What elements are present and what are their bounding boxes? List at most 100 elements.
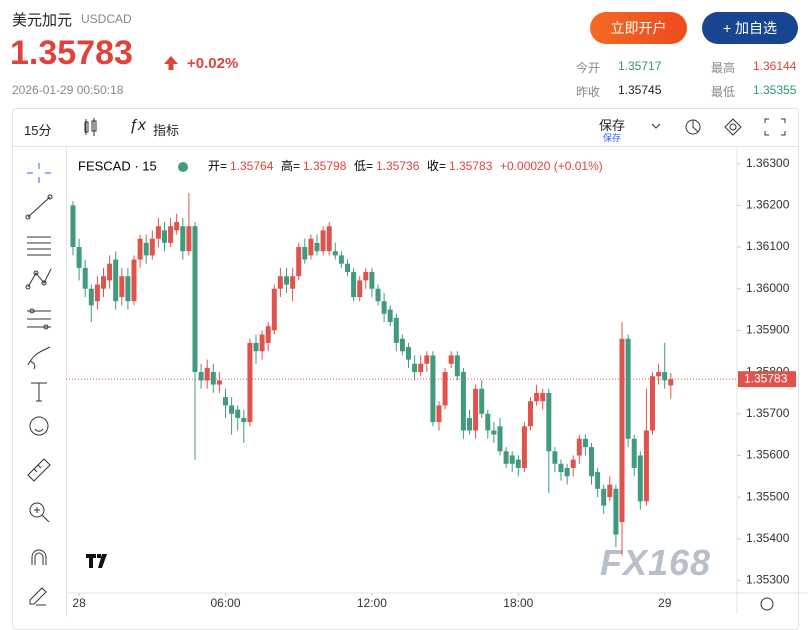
body: [430, 355, 436, 423]
x-tick-label: 18:00: [503, 596, 533, 610]
body: [625, 338, 631, 439]
body: [436, 405, 442, 423]
body: [290, 276, 296, 289]
body: [76, 247, 82, 268]
candle-icon[interactable]: [80, 116, 100, 138]
body: [393, 317, 399, 343]
indicators[interactable]: 指标: [153, 123, 180, 138]
open-account-button[interactable]: 立即开户: [590, 12, 687, 44]
body: [570, 459, 576, 468]
body: [314, 242, 320, 252]
body: [223, 397, 228, 406]
quote-value: 1.35745: [618, 83, 662, 97]
price-tag: [738, 371, 796, 388]
toolbar-divider: [13, 146, 798, 147]
body: [369, 272, 375, 289]
body: [637, 455, 643, 502]
body: [357, 280, 363, 298]
body: [564, 467, 570, 477]
body: [515, 459, 521, 468]
body: [101, 276, 106, 289]
body: [204, 367, 210, 381]
body: [528, 401, 533, 427]
legend-label: 低=: [354, 159, 373, 173]
body: [265, 326, 271, 343]
body: [125, 276, 131, 302]
body: [210, 372, 216, 385]
x-tick-label: 06:00: [210, 596, 240, 610]
body: [375, 288, 381, 302]
body: [284, 276, 289, 285]
body: [180, 226, 186, 252]
body: [229, 405, 235, 414]
code: USDCAD: [81, 12, 132, 26]
body: [540, 392, 546, 402]
body: [485, 413, 491, 431]
body: [521, 426, 527, 468]
body: [143, 242, 149, 256]
fx-icon[interactable]: ƒx: [129, 117, 146, 134]
y-tick-label: 1.35500: [746, 489, 790, 503]
body: [271, 288, 277, 331]
quote-label: 最低: [711, 85, 736, 99]
body: [619, 338, 625, 523]
status-dot: [178, 162, 188, 172]
y-tick-label: 1.36300: [746, 156, 790, 170]
body: [534, 392, 540, 402]
body: [137, 238, 143, 260]
legend-label: 收=: [427, 159, 446, 173]
body: [113, 259, 119, 302]
interval[interactable]: 15分: [24, 123, 52, 138]
tv-logo: [86, 554, 107, 568]
quote-value: 1.36144: [753, 59, 797, 73]
y-tick-label: 1.36100: [746, 239, 790, 253]
body: [332, 251, 338, 256]
body: [650, 376, 655, 431]
body: [613, 488, 619, 535]
body: [491, 430, 497, 435]
legend-symbol: FESCAD · 15: [78, 158, 157, 173]
body: [277, 276, 283, 289]
body: [454, 355, 460, 377]
x-tick-label: 12:00: [357, 596, 387, 610]
add-watch-button[interactable]: + 加自选: [702, 12, 798, 44]
body: [149, 238, 155, 256]
body: [589, 447, 594, 477]
body: [216, 380, 222, 385]
quote-label: 昨收: [576, 85, 601, 99]
body: [497, 426, 503, 452]
quote-value: 1.35717: [618, 59, 662, 73]
time: 2026-01-29 00:50:18: [12, 83, 124, 97]
page: 美元加元 USDCAD 1.35783 +0.02% 2026-01-29 00…: [10, 12, 808, 630]
settings-icon[interactable]: [760, 597, 774, 611]
sidebar-divider: [66, 147, 67, 617]
body: [473, 388, 479, 431]
body: [595, 472, 601, 489]
y-tick-label: 1.35700: [746, 406, 790, 420]
body: [155, 226, 161, 239]
y-tick-label: 1.35300: [746, 573, 790, 587]
y-tick-label: 1.35900: [746, 323, 790, 337]
body: [467, 417, 472, 431]
price-tag-label: 1.35783: [744, 371, 788, 385]
body: [168, 226, 174, 243]
chart: FESCAD · 15 开= 1.35764 高= 1.35798 低= 1.3…: [66, 147, 808, 614]
body: [253, 342, 259, 352]
watermark: FX168: [600, 542, 712, 583]
body: [412, 363, 418, 373]
save-sub: 保存: [603, 133, 622, 143]
title: 美元加元: [12, 12, 73, 29]
body: [631, 438, 637, 468]
save[interactable]: 保存: [599, 118, 626, 133]
body: [308, 238, 314, 256]
legend-change: +0.00020 (+0.01%): [500, 159, 603, 173]
y-tick-label: 1.36200: [746, 198, 790, 212]
body: [131, 259, 137, 302]
legend-value: 1.35783: [449, 159, 493, 173]
body: [296, 247, 302, 277]
body: [576, 438, 582, 456]
body: [399, 338, 405, 352]
legend-label: 开=: [208, 159, 227, 173]
body: [320, 230, 326, 252]
toolbar-icons: [651, 118, 786, 136]
